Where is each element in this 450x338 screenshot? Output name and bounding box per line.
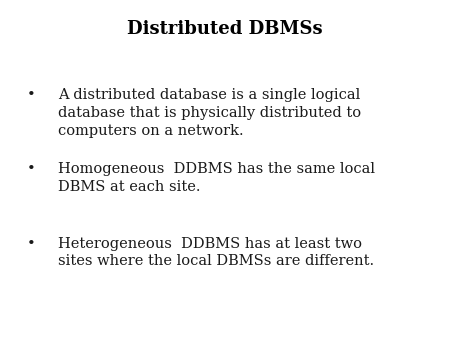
Text: Heterogeneous  DDBMS has at least two
sites where the local DBMSs are different.: Heterogeneous DDBMS has at least two sit… bbox=[58, 237, 374, 268]
Text: Distributed DBMSs: Distributed DBMSs bbox=[127, 20, 323, 38]
Text: A distributed database is a single logical
database that is physically distribut: A distributed database is a single logic… bbox=[58, 88, 362, 138]
Text: •: • bbox=[27, 88, 36, 102]
Text: •: • bbox=[27, 162, 36, 176]
Text: Homogeneous  DDBMS has the same local
DBMS at each site.: Homogeneous DDBMS has the same local DBM… bbox=[58, 162, 375, 194]
Text: •: • bbox=[27, 237, 36, 250]
